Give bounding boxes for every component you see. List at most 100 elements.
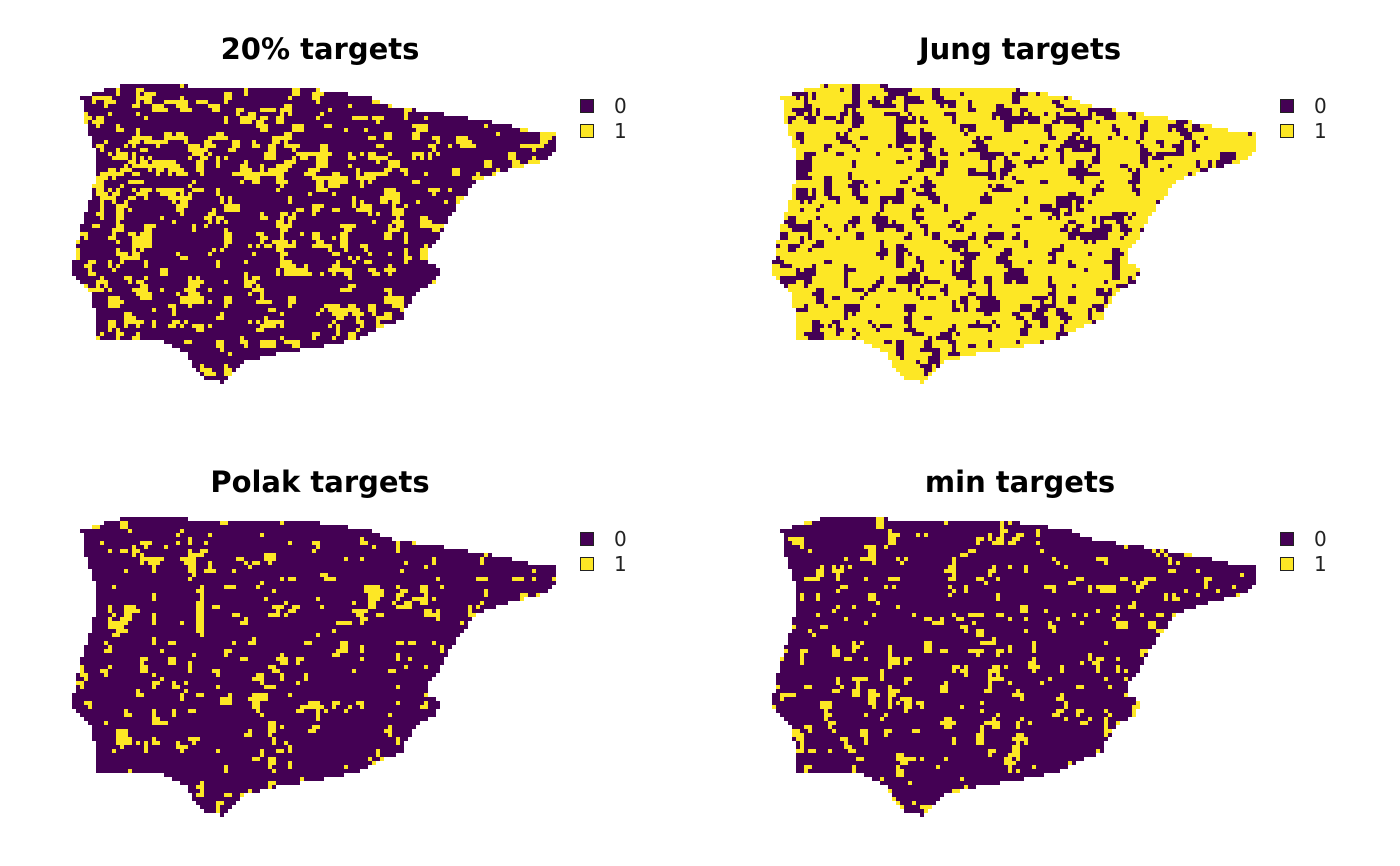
raster-cell — [436, 176, 440, 180]
raster-cell — [220, 92, 224, 96]
raster-cell — [144, 212, 148, 216]
raster-cell — [152, 100, 156, 104]
raster-cell — [176, 200, 180, 204]
raster-cell — [192, 152, 196, 156]
raster-cell — [292, 176, 296, 180]
raster-cell — [368, 164, 372, 168]
raster-cell — [244, 204, 248, 208]
raster-cell — [316, 200, 320, 204]
raster-cell — [348, 236, 352, 240]
raster-cell — [208, 220, 212, 224]
raster-cell — [376, 100, 380, 104]
raster-cell — [136, 232, 140, 236]
raster-cell — [140, 288, 144, 292]
raster-cell — [396, 296, 400, 300]
raster-cell — [176, 252, 180, 256]
raster-cell — [240, 128, 244, 132]
raster-cell — [452, 176, 456, 180]
raster-cell — [112, 208, 116, 212]
raster-cell — [368, 176, 372, 180]
raster-cell — [424, 124, 428, 128]
raster-cell — [192, 132, 196, 136]
raster-cell — [276, 128, 280, 132]
raster-cell — [256, 228, 260, 232]
raster-cell — [296, 164, 300, 168]
raster-cell — [232, 200, 236, 204]
raster-cell — [324, 168, 328, 172]
raster-cell — [288, 96, 292, 100]
raster-cell — [340, 288, 344, 292]
raster-cell — [436, 128, 440, 132]
raster-cell — [412, 288, 416, 292]
raster-cell — [412, 232, 416, 236]
raster-cell — [184, 160, 188, 164]
raster-cell — [340, 144, 344, 148]
raster-cell — [252, 148, 256, 152]
raster-cell — [292, 288, 296, 292]
raster-cell — [536, 160, 540, 164]
raster-cell — [220, 108, 224, 112]
raster-cell — [320, 268, 324, 272]
raster-cell — [300, 156, 304, 160]
raster-cell — [256, 164, 260, 168]
raster-cell — [176, 240, 180, 244]
raster-cell — [184, 220, 188, 224]
raster-cell — [320, 208, 324, 212]
raster-cell — [140, 144, 144, 148]
raster-cell — [296, 88, 300, 92]
raster-cell — [460, 116, 464, 120]
raster-cell — [412, 280, 416, 284]
raster-cell — [228, 236, 232, 240]
raster-cell — [172, 112, 176, 116]
raster-cell — [428, 268, 432, 272]
raster-cell — [200, 120, 204, 124]
raster-cell — [176, 176, 180, 180]
raster-cell — [76, 272, 80, 276]
raster-cell — [112, 180, 116, 184]
raster-cell — [160, 132, 164, 136]
raster-cell — [224, 108, 228, 112]
raster-cell — [304, 156, 308, 160]
raster-cell — [240, 160, 244, 164]
raster-cell — [248, 116, 252, 120]
raster-cell — [260, 292, 264, 296]
raster-cell — [220, 256, 224, 260]
raster-cell — [124, 156, 128, 160]
raster-cell — [212, 148, 216, 152]
raster-cell — [100, 152, 104, 156]
raster-cell — [388, 268, 392, 272]
raster-cell — [336, 164, 340, 168]
raster-cell — [108, 220, 112, 224]
raster-cell — [368, 104, 372, 108]
raster-cell — [192, 300, 196, 304]
raster-cell — [388, 196, 392, 200]
raster-cell — [520, 140, 524, 144]
raster-cell — [288, 248, 292, 252]
raster-cell — [280, 236, 284, 240]
raster-cell — [308, 220, 312, 224]
raster-cell — [468, 148, 472, 152]
raster-cell — [112, 256, 116, 260]
raster-cell — [188, 100, 192, 104]
raster-cell — [340, 204, 344, 208]
raster-cell — [320, 276, 324, 280]
raster-cell — [420, 128, 424, 132]
raster-cell — [236, 284, 240, 288]
raster-cell — [172, 88, 176, 92]
raster-cell — [444, 152, 448, 156]
raster-cell — [328, 208, 332, 212]
raster-cell — [404, 244, 408, 248]
raster-cell — [300, 136, 304, 140]
raster-cell — [152, 152, 156, 156]
raster-cell — [464, 144, 468, 148]
raster-cell — [260, 108, 264, 112]
raster-cell — [204, 292, 208, 296]
raster-cell — [140, 276, 144, 280]
raster-cell — [420, 240, 424, 244]
raster-cell — [300, 204, 304, 208]
raster-cell — [336, 144, 340, 148]
raster-cell — [96, 132, 100, 136]
raster-cell — [352, 284, 356, 288]
raster-cell — [308, 188, 312, 192]
raster-cell — [108, 284, 112, 288]
